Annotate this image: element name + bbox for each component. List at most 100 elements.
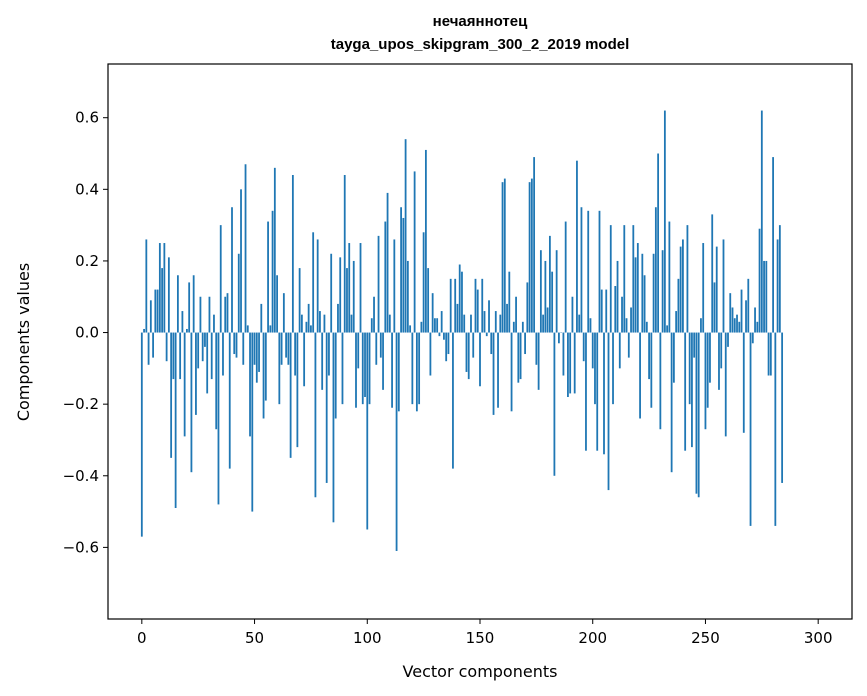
- bar: [650, 332, 653, 408]
- bar: [379, 332, 382, 358]
- bar: [325, 332, 328, 483]
- bar: [742, 332, 745, 433]
- bar: [670, 332, 673, 473]
- bar: [603, 332, 605, 455]
- bar: [350, 314, 353, 333]
- bar: [497, 332, 499, 408]
- bar: [436, 318, 439, 333]
- bar: [535, 332, 538, 365]
- bar: [167, 257, 170, 333]
- bar: [355, 332, 357, 408]
- bar: [213, 314, 215, 333]
- bar: [618, 332, 621, 369]
- bar: [533, 157, 536, 333]
- bar: [163, 243, 166, 333]
- bar: [672, 332, 675, 383]
- bar: [296, 332, 299, 448]
- bar: [161, 268, 164, 333]
- bar: [652, 253, 655, 333]
- bar: [472, 332, 475, 358]
- bar: [582, 332, 585, 362]
- bar: [368, 332, 371, 405]
- bar: [291, 175, 294, 333]
- bar: [386, 192, 389, 333]
- bar: [298, 268, 301, 333]
- bar: [548, 235, 551, 333]
- bar: [700, 318, 702, 333]
- bar: [276, 275, 278, 333]
- bar: [479, 332, 481, 387]
- bar: [192, 275, 195, 333]
- bar: [745, 300, 747, 333]
- bar: [375, 332, 378, 365]
- bar: [778, 225, 781, 333]
- bar: [222, 332, 224, 376]
- bar: [555, 250, 558, 333]
- bar: [772, 157, 774, 333]
- bar: [781, 332, 784, 483]
- bar: [280, 332, 283, 365]
- bar: [501, 182, 504, 333]
- bar: [612, 332, 614, 405]
- bar: [233, 332, 236, 355]
- y-tick-label: 0.0: [75, 324, 99, 342]
- bar: [409, 325, 412, 333]
- bar: [530, 178, 533, 333]
- bar: [370, 318, 373, 333]
- bar: [564, 221, 567, 333]
- bar: [406, 260, 409, 333]
- bar: [682, 239, 684, 333]
- bar: [632, 225, 635, 333]
- bar: [181, 311, 184, 333]
- bar: [357, 332, 360, 369]
- y-tick-label: −0.2: [63, 395, 99, 413]
- bar: [731, 307, 734, 333]
- bar: [228, 332, 231, 469]
- bar: [330, 253, 333, 333]
- bar: [573, 332, 576, 394]
- bar: [623, 225, 626, 333]
- y-tick-label: 0.2: [75, 252, 99, 270]
- bar: [578, 314, 581, 333]
- bar: [431, 293, 434, 333]
- bar: [470, 314, 472, 333]
- bar: [634, 257, 637, 333]
- bar: [553, 332, 556, 476]
- bar: [663, 110, 666, 333]
- bar: [691, 332, 693, 448]
- y-axis-ticks: −0.6 −0.4 −0.2 0.0 0.2 0.4 0.6: [63, 109, 108, 556]
- bar: [485, 332, 488, 337]
- bar: [729, 293, 732, 333]
- bar: [339, 257, 342, 333]
- bar: [765, 260, 768, 333]
- bar: [445, 332, 448, 362]
- bar: [201, 332, 204, 362]
- bar: [262, 332, 265, 419]
- y-axis-label: Components values: [14, 263, 33, 421]
- bar: [736, 314, 738, 333]
- bar: [174, 332, 177, 508]
- bar: [215, 332, 218, 430]
- bar: [720, 332, 723, 369]
- bar: [641, 253, 644, 333]
- bar: [271, 210, 274, 333]
- bar: [704, 332, 707, 430]
- x-axis-ticks: 0 50 100 150 200 250 300: [137, 619, 833, 647]
- bar: [282, 293, 285, 333]
- bar: [607, 332, 610, 491]
- bar: [758, 228, 761, 333]
- bar: [278, 332, 281, 405]
- bar: [388, 314, 391, 333]
- bar: [503, 178, 506, 333]
- bar: [713, 282, 716, 333]
- bar: [343, 175, 346, 333]
- bar: [645, 321, 648, 333]
- bar: [740, 289, 743, 333]
- bar: [630, 307, 632, 333]
- bar: [249, 332, 251, 437]
- bar: [310, 325, 312, 333]
- bar: [341, 332, 344, 405]
- bar: [170, 332, 173, 458]
- y-tick-label: 0.6: [75, 109, 99, 127]
